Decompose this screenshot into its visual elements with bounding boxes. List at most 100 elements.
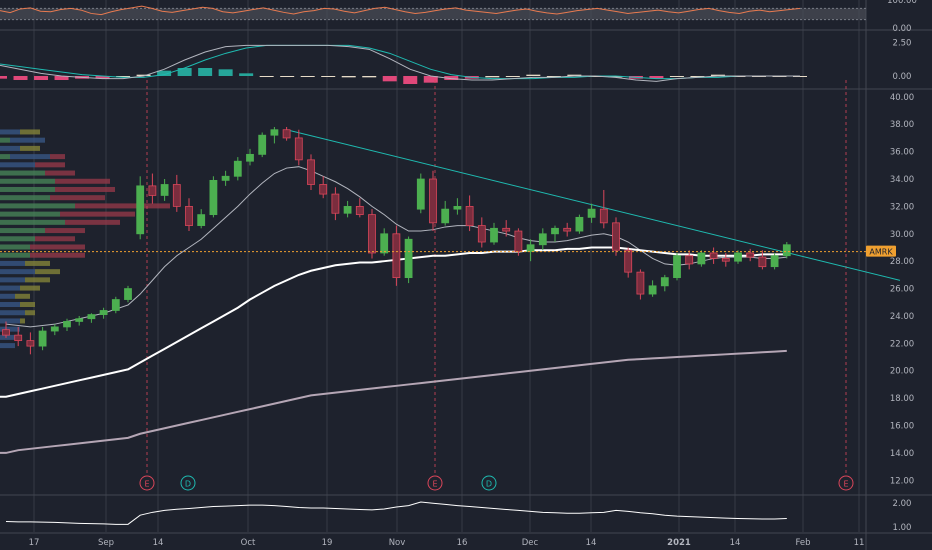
candle-body	[612, 222, 620, 251]
macd-histogram-bar	[403, 76, 418, 84]
volume-profile-blue-bar	[0, 326, 20, 332]
volume-profile-olive-bar	[20, 145, 40, 151]
volume-profile-red-bar	[55, 178, 110, 184]
event-marker-label: E	[432, 480, 437, 489]
candle-body	[124, 288, 132, 300]
price-tick-label: 18.00	[890, 394, 914, 404]
candle-body	[343, 206, 352, 214]
time-tick-label: 14	[586, 538, 597, 548]
candle-body	[197, 214, 206, 226]
macd-histogram-bar	[13, 76, 28, 80]
event-marker-circle	[481, 475, 497, 491]
candle-body	[563, 227, 572, 232]
macd-histogram-bar	[649, 76, 664, 79]
candle-body	[294, 137, 303, 161]
price-tick-label: 26.00	[890, 285, 914, 295]
volume-profile-olive-bar	[25, 277, 50, 283]
candle-body	[587, 208, 596, 218]
candle-body	[782, 244, 791, 257]
volume-profile-blue-bar	[0, 310, 25, 316]
candle-body	[307, 159, 315, 185]
price-tick-label: 22.00	[890, 339, 914, 349]
ma-long-line	[0, 349, 787, 454]
volume-profile-red-bar	[35, 236, 75, 242]
macd-tick-label: 0.00	[893, 72, 912, 82]
macd-histogram-bar	[34, 76, 49, 80]
candle-body	[465, 206, 474, 226]
volume-profile-blue-bar	[0, 162, 35, 168]
macd-histogram-bar	[423, 76, 438, 83]
event-marker-circle	[838, 475, 854, 491]
volume-profile-red-bar	[50, 154, 65, 160]
candle-body	[709, 252, 718, 259]
atr-tick-label: 1.00	[893, 523, 912, 533]
macd-histogram-bar	[505, 76, 520, 77]
candle-body	[2, 329, 10, 336]
macd-histogram-bar	[321, 76, 336, 77]
candle-body	[746, 252, 755, 258]
macd-histogram-bar	[690, 76, 705, 77]
volume-profile-green-bar	[0, 137, 10, 143]
volume-profile-red-bar	[55, 186, 115, 192]
time-tick-label: Dec	[522, 538, 539, 548]
volume-profile-blue-bar	[0, 285, 20, 291]
volume-profile-blue-bar	[0, 145, 20, 151]
event-marker-circle	[427, 475, 443, 491]
symbol-label: AMRK	[869, 248, 893, 257]
candle-body	[221, 175, 230, 181]
macd-histogram-bar	[669, 76, 684, 77]
atr-tick-label: 2.00	[893, 499, 912, 509]
symbol-badge: AMRK	[866, 245, 896, 257]
macd-histogram-bar	[136, 74, 151, 76]
macd-histogram-bar	[0, 76, 7, 79]
volume-profile-blue-bar	[0, 277, 25, 283]
time-tick-label: 17	[29, 538, 40, 548]
candle-body	[380, 233, 389, 254]
time-tick-label: 11	[854, 538, 865, 548]
candle-body	[624, 249, 633, 273]
event-marker-label: E	[843, 480, 848, 489]
candle-body	[538, 233, 547, 246]
time-tick-label: Nov	[389, 538, 406, 548]
volume-profile-blue-bar	[0, 129, 20, 135]
candle-body	[14, 334, 23, 342]
macd-histogram-bar	[300, 76, 315, 77]
price-tick-label: 20.00	[890, 367, 914, 377]
candle-body	[50, 326, 59, 332]
candle-body	[111, 299, 120, 311]
volume-profile-green-bar	[0, 252, 30, 258]
price-tick-label: 36.00	[890, 148, 914, 158]
macd-histogram-bar	[710, 74, 725, 76]
time-tick-label: Sep	[98, 538, 114, 548]
event-marker-circle	[139, 475, 155, 491]
rsi-panel[interactable]	[0, 5, 866, 21]
macd-histogram-bar	[341, 76, 356, 78]
macd-histogram-bar	[177, 68, 192, 76]
candle-body	[685, 255, 694, 265]
volume-profile-olive-bar	[20, 129, 40, 135]
macd-panel[interactable]	[0, 44, 807, 84]
candle-body	[160, 184, 169, 196]
candle-body	[502, 227, 511, 232]
time-tick-label: 14	[153, 538, 164, 548]
candle-body	[636, 271, 645, 295]
candle-body	[99, 310, 108, 315]
volume-profile-green-bar	[0, 195, 50, 201]
candle-body	[209, 179, 218, 216]
price-tick-label: 12.00	[890, 476, 914, 486]
candle-body	[429, 178, 437, 224]
volume-profile-red-bar	[65, 219, 120, 225]
volume-profile-olive-bar	[20, 318, 25, 324]
candle-body	[673, 255, 681, 279]
price-tick-label: 24.00	[890, 312, 914, 322]
macd-histogram-bar	[444, 76, 459, 80]
volume-profile-green-bar	[0, 244, 30, 250]
candle-body	[453, 206, 462, 210]
candle-body	[246, 153, 254, 162]
atr-panel[interactable]	[5, 501, 787, 525]
price-axis[interactable]: 100.00 0.00 2.50 0.00 40.00 38.00 36.00 34.00 32…	[887, 0, 917, 533]
time-axis[interactable]: 17 Sep 14 Oct 19 Nov 16 Dec 14 2021 14 Feb 11	[29, 538, 865, 548]
